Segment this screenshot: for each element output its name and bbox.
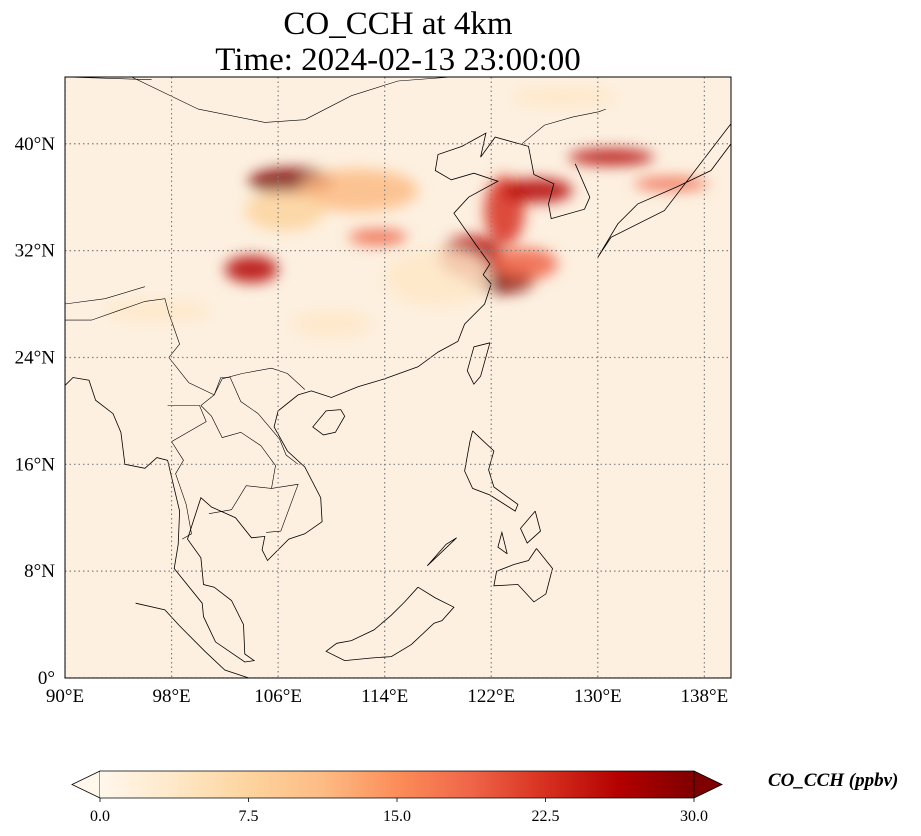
- colorbar-gradient: [100, 771, 694, 798]
- concentration-field: [104, 86, 709, 338]
- lon-tick-label: 90°E: [46, 686, 84, 707]
- plume: [104, 300, 212, 322]
- colorbar-tick-label: 0.0: [90, 808, 110, 825]
- coastline: [464, 430, 519, 512]
- plume: [348, 229, 408, 246]
- lon-tick-label: 106°E: [254, 686, 302, 707]
- country-border: [167, 405, 207, 540]
- coastlines: [65, 77, 731, 678]
- colorbar: 0.0 7.5 15.0 22.5 30.0: [71, 770, 723, 825]
- lat-tick-label: 40°N: [15, 134, 56, 155]
- lat-tick-label: 24°N: [15, 347, 56, 368]
- coastline: [597, 123, 731, 258]
- lon-tick-label: 138°E: [681, 686, 729, 707]
- plume: [244, 190, 325, 231]
- coastline: [65, 602, 249, 678]
- coastline: [65, 132, 591, 663]
- colorbar-tick-label: 22.5: [532, 808, 560, 825]
- gridlines: [65, 77, 731, 678]
- coastline: [312, 409, 346, 436]
- plume: [491, 247, 558, 281]
- plume: [298, 169, 418, 212]
- lat-tick-label: 8°N: [24, 561, 55, 582]
- map-frame: [64, 76, 732, 679]
- plume: [503, 178, 573, 203]
- country-border: [266, 483, 299, 533]
- plume: [568, 149, 654, 166]
- country-border: [200, 394, 276, 514]
- coastline: [325, 586, 455, 662]
- country-border: [65, 286, 145, 305]
- plume: [291, 310, 372, 338]
- plume: [224, 255, 279, 283]
- colorbar-label: CO_CCH (ppbv): [768, 770, 899, 791]
- colorbar-tick-label: 7.5: [239, 808, 259, 825]
- lat-tick-label: 0°: [38, 668, 55, 689]
- lon-tick-label: 130°E: [574, 686, 622, 707]
- plume: [633, 177, 709, 191]
- longitude-axis: 90°E 98°E 106°E 114°E 122°E 130°E 138°E: [46, 686, 728, 707]
- coastline: [466, 342, 491, 385]
- lon-tick-label: 98°E: [152, 686, 190, 707]
- colorbar-extend-min: [71, 770, 101, 799]
- colorbar-extend-max: [693, 770, 723, 799]
- coastline: [520, 510, 541, 544]
- country-border: [521, 108, 606, 145]
- plume: [511, 86, 618, 108]
- colorbar-tick-label: 15.0: [383, 808, 411, 825]
- coastline: [497, 530, 508, 555]
- colorbar-tick-label: 30.0: [680, 808, 708, 825]
- plume: [384, 247, 492, 307]
- map-background: [65, 77, 731, 678]
- country-border: [304, 77, 452, 120]
- country-border: [213, 377, 299, 465]
- coastline: [426, 537, 457, 567]
- map-subtitle: Time: 2024-02-13 23:00:00: [215, 42, 581, 78]
- country-border: [131, 77, 305, 123]
- lat-tick-label: 32°N: [15, 241, 56, 262]
- lat-tick-label: 16°N: [15, 454, 56, 475]
- coastline: [493, 548, 553, 603]
- lon-tick-label: 114°E: [361, 686, 408, 707]
- map-title: CO_CCH at 4km: [283, 6, 513, 42]
- lon-tick-label: 122°E: [467, 686, 515, 707]
- latitude-axis: 0° 8°N 16°N 24°N 32°N 40°N: [15, 134, 56, 689]
